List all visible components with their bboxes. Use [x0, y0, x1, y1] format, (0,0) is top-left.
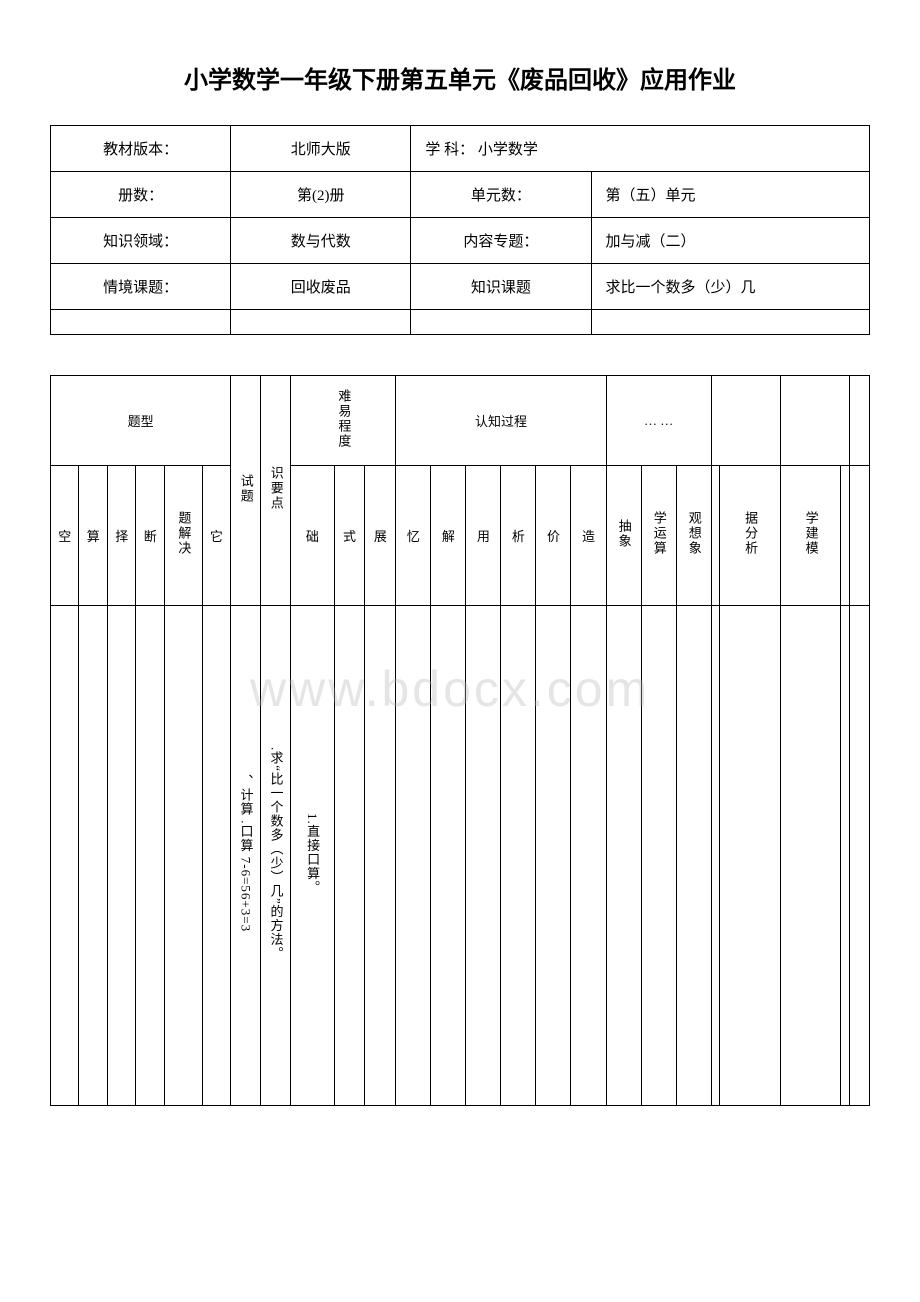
- sub-develop: 展: [365, 466, 396, 606]
- cell-knowledge-value: 求比一个数多（少）几: [591, 264, 869, 310]
- sub-blank-c: [850, 466, 870, 606]
- data-knowledge: .求“比一个数多（少）几”的方法。: [261, 606, 291, 1106]
- sub-memory: 忆: [396, 466, 431, 606]
- data-r2: [431, 606, 466, 1106]
- data-c1: [51, 606, 79, 1106]
- cell-unit-label: 单元数：: [411, 172, 591, 218]
- data-c4: [136, 606, 164, 1106]
- hdr-blank-1: [711, 376, 780, 466]
- matrix-header-row: 题型 试题 识要点 难易程度 认知过程 … …: [51, 376, 870, 466]
- cell-subject: 学 科： 小学数学: [411, 126, 870, 172]
- data-c5: [164, 606, 202, 1106]
- hdr-knowledge-point-text: 识要点: [267, 466, 285, 511]
- hdr-cognition: 认知过程: [396, 376, 606, 466]
- cell-domain-label: 知识领域：: [51, 218, 231, 264]
- data-question: 、计算 .口算 7-6=56+3=3: [231, 606, 261, 1106]
- sub-solve: 题解决: [164, 466, 202, 606]
- sub-imagination-text: 观想象: [685, 511, 703, 556]
- sub-other: 它: [202, 466, 231, 606]
- matrix-sub-row: 空 算 择 断 题解决 它 础 式 展 忆 解 用 析 价 造 抽象 学运算 观…: [51, 466, 870, 606]
- hdr-knowledge-point: 识要点: [261, 376, 291, 606]
- sub-calc: 算: [79, 466, 107, 606]
- sub-abstract-text: 抽象: [614, 519, 632, 549]
- cell-textbook-version-value: 北师大版: [231, 126, 411, 172]
- sub-computation: 学运算: [641, 466, 676, 606]
- sub-data-analysis: 据分析: [720, 466, 781, 606]
- data-c2: [79, 606, 107, 1106]
- data-bc: [850, 606, 870, 1106]
- data-d2: [334, 606, 365, 1106]
- data-difficulty: 1.直接口算。: [291, 606, 334, 1106]
- sub-basic: 础: [291, 466, 334, 606]
- data-r6: [571, 606, 606, 1106]
- data-r3: [466, 606, 501, 1106]
- info-table: 教材版本： 北师大版 学 科： 小学数学 册数： 第(2)册 单元数： 第（五）…: [50, 125, 870, 335]
- info-row-4: 情境课题： 回收废品 知识课题 求比一个数多（少）几: [51, 264, 870, 310]
- matrix-data-row: 、计算 .口算 7-6=56+3=3 .求“比一个数多（少）几”的方法。 1.直…: [51, 606, 870, 1106]
- cell-empty-1: [51, 310, 231, 335]
- hdr-difficulty: 难易程度: [291, 376, 396, 466]
- data-bb: [841, 606, 850, 1106]
- cell-topic-label: 内容专题：: [411, 218, 591, 264]
- data-r1: [396, 606, 431, 1106]
- sub-evaluate: 价: [536, 466, 571, 606]
- hdr-question-text: 试题: [237, 474, 255, 504]
- cell-empty-4: [591, 310, 869, 335]
- data-d3: [365, 606, 396, 1106]
- sub-choice: 择: [107, 466, 135, 606]
- data-e1: [606, 606, 641, 1106]
- data-e5: [780, 606, 841, 1106]
- hdr-dots-1: … …: [606, 376, 711, 466]
- info-row-5: [51, 310, 870, 335]
- sub-computation-text: 学运算: [650, 511, 668, 556]
- cell-domain-value: 数与代数: [231, 218, 411, 264]
- sub-abstract: 抽象: [606, 466, 641, 606]
- data-e2: [641, 606, 676, 1106]
- sub-data-analysis-text: 据分析: [741, 511, 759, 556]
- sub-fill: 空: [51, 466, 79, 606]
- data-ba: [711, 606, 720, 1106]
- hdr-blank-2: [780, 376, 849, 466]
- sub-modeling-text: 学建模: [801, 511, 819, 556]
- sub-formula: 式: [334, 466, 365, 606]
- data-r5: [536, 606, 571, 1106]
- sub-understand: 解: [431, 466, 466, 606]
- cell-volume-value: 第(2)册: [231, 172, 411, 218]
- hdr-question: 试题: [231, 376, 261, 606]
- data-c6: [202, 606, 231, 1106]
- cell-textbook-version-label: 教材版本：: [51, 126, 231, 172]
- info-row-2: 册数： 第(2)册 单元数： 第（五）单元: [51, 172, 870, 218]
- sub-apply: 用: [466, 466, 501, 606]
- cell-context-value: 回收废品: [231, 264, 411, 310]
- sub-imagination: 观想象: [676, 466, 711, 606]
- data-difficulty-text: 1.直接口算。: [303, 813, 323, 895]
- cell-empty-2: [231, 310, 411, 335]
- sub-analyze: 析: [501, 466, 536, 606]
- data-question-text: 、计算 .口算 7-6=56+3=3: [236, 774, 256, 932]
- hdr-blank-3: [850, 376, 870, 466]
- sub-solve-text: 题解决: [174, 511, 192, 556]
- sub-create: 造: [571, 466, 606, 606]
- cell-empty-3: [411, 310, 591, 335]
- cell-context-label: 情境课题：: [51, 264, 231, 310]
- cell-knowledge-label: 知识课题: [411, 264, 591, 310]
- data-r4: [501, 606, 536, 1106]
- document-title: 小学数学一年级下册第五单元《废品回收》应用作业: [50, 60, 870, 95]
- data-knowledge-text: .求“比一个数多（少）几”的方法。: [266, 747, 286, 961]
- data-e4: [720, 606, 781, 1106]
- cell-unit-value: 第（五）单元: [591, 172, 869, 218]
- cell-volume-label: 册数：: [51, 172, 231, 218]
- data-e3: [676, 606, 711, 1106]
- info-row-1: 教材版本： 北师大版 学 科： 小学数学: [51, 126, 870, 172]
- sub-blank-b: [841, 466, 850, 606]
- info-row-3: 知识领域： 数与代数 内容专题： 加与减（二）: [51, 218, 870, 264]
- sub-modeling: 学建模: [780, 466, 841, 606]
- hdr-difficulty-text: 难易程度: [334, 389, 352, 449]
- data-c3: [107, 606, 135, 1106]
- sub-judge: 断: [136, 466, 164, 606]
- cell-topic-value: 加与减（二）: [591, 218, 869, 264]
- sub-blank-a: [711, 466, 720, 606]
- hdr-question-type: 题型: [51, 376, 231, 466]
- matrix-table: 题型 试题 识要点 难易程度 认知过程 … … 空 算 择 断 题解决 它 础 …: [50, 375, 870, 1106]
